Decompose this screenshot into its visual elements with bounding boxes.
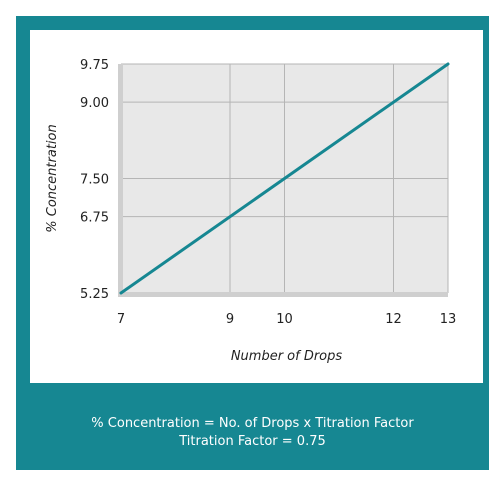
x-axis-band (118, 292, 448, 297)
x-tick-label: 13 (440, 312, 457, 327)
x-tick-label: 12 (385, 312, 402, 327)
y-axis-band (118, 64, 123, 296)
y-tick-labels: 5.25 6.75 7.50 9.00 9.75 (80, 58, 109, 302)
y-tick-label: 7.50 (80, 173, 109, 188)
x-tick-label: 7 (117, 312, 125, 327)
y-tick-label: 9.75 (80, 58, 109, 73)
series-line (119, 62, 450, 295)
formula-line: % Concentration = No. of Drops x Titrati… (91, 416, 414, 431)
titration-factor-line: Titration Factor = 0.75 (179, 434, 326, 449)
x-tick-label: 10 (276, 312, 293, 327)
y-tick-label: 5.25 (80, 287, 109, 302)
series-group (119, 62, 450, 295)
formula-caption: % Concentration = No. of Drops x Titrati… (16, 415, 489, 451)
y-tick-label: 6.75 (80, 211, 109, 226)
y-axis-title: % Concentration (45, 124, 60, 232)
x-axis-title: Number of Drops (231, 349, 343, 364)
y-tick-label: 9.00 (80, 96, 109, 111)
x-tick-labels: 7 9 10 12 13 (117, 312, 456, 327)
x-tick-label: 9 (226, 312, 234, 327)
